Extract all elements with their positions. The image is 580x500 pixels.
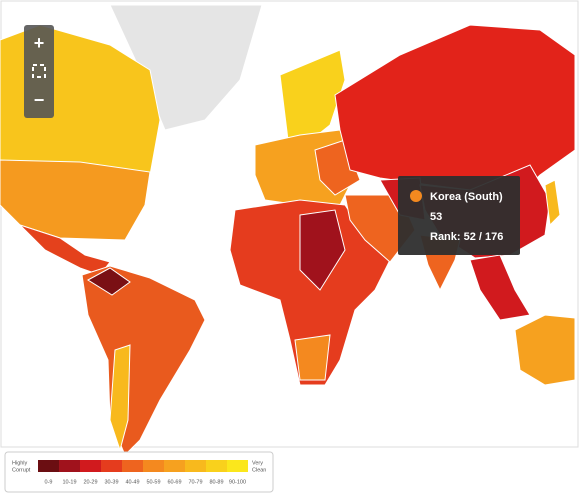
japan bbox=[544, 179, 561, 227]
legend-swatch bbox=[185, 460, 206, 472]
legend-swatch bbox=[227, 460, 248, 472]
legend-swatch bbox=[143, 460, 164, 472]
tooltip-name: Korea (South) bbox=[430, 191, 503, 203]
legend-bin-label: 80-89 bbox=[209, 479, 223, 485]
south-africa bbox=[294, 334, 331, 381]
legend-swatch bbox=[59, 460, 80, 472]
central-africa bbox=[299, 209, 346, 291]
legend-swatch bbox=[38, 460, 59, 472]
legend-bin-label: 20-29 bbox=[83, 479, 97, 485]
legend-bin-label: 30-39 bbox=[104, 479, 118, 485]
zoom-panel bbox=[24, 25, 54, 118]
zoom-in[interactable]: + bbox=[34, 33, 45, 53]
usa bbox=[0, 159, 151, 241]
zoom-reset[interactable] bbox=[32, 64, 46, 78]
tooltip-rank: Rank: 52 / 176 bbox=[430, 231, 503, 243]
zoom-out[interactable]: − bbox=[34, 90, 45, 110]
legend-swatch bbox=[206, 460, 227, 472]
venezuela bbox=[87, 267, 131, 296]
legend-bin-label: 0-9 bbox=[45, 479, 53, 485]
legend-swatch bbox=[164, 460, 185, 472]
legend-bin-label: 50-59 bbox=[146, 479, 160, 485]
australia bbox=[514, 314, 576, 386]
tooltip: Korea (South) 53 Rank: 52 / 176 bbox=[398, 176, 520, 255]
legend-bin-label: 60-69 bbox=[167, 479, 181, 485]
legend-high: Clean bbox=[252, 467, 266, 473]
zoom-controls: + − bbox=[24, 25, 54, 118]
legend-swatch bbox=[122, 460, 143, 472]
legend-bin-label: 40-49 bbox=[125, 479, 139, 485]
legend-bin-label: 70-79 bbox=[188, 479, 202, 485]
tooltip-score: 53 bbox=[430, 211, 442, 223]
legend-low: Corrupt bbox=[12, 467, 31, 473]
legend-bin-label: 90-100 bbox=[229, 479, 246, 485]
legend-high: Very bbox=[252, 460, 263, 466]
legend: Highly Corrupt Very Clean 0-9 10-19 20-29 3… bbox=[4, 451, 274, 493]
legend-low: Highly bbox=[12, 460, 28, 466]
tooltip-box bbox=[398, 176, 520, 255]
legend-swatch bbox=[101, 460, 122, 472]
legend-swatch bbox=[80, 460, 101, 472]
chile bbox=[109, 344, 131, 452]
tooltip-swatch bbox=[410, 190, 422, 202]
legend-bin-label: 10-19 bbox=[62, 479, 76, 485]
